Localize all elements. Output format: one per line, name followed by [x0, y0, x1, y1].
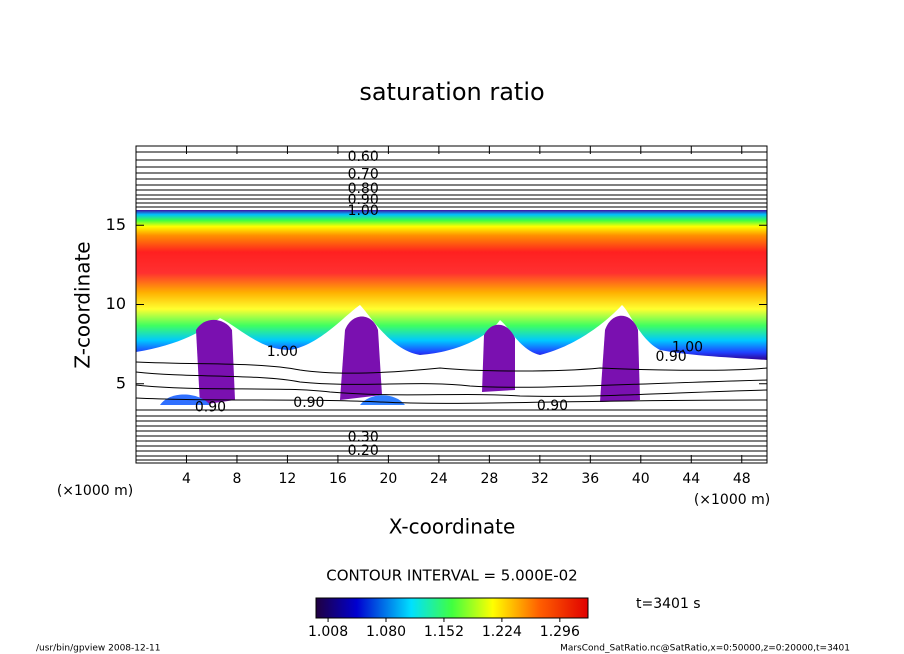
- contour-label: 0.70: [348, 167, 379, 183]
- chart-title: saturation ratio: [359, 78, 544, 106]
- x-tick-label: 44: [682, 471, 700, 487]
- footer-right: MarsCond_SatRatio.nc@SatRatio,x=0:50000,…: [560, 644, 850, 654]
- contour-label: 1.00: [348, 203, 379, 219]
- field: [136, 151, 767, 461]
- colorbar-tick-label: 1.152: [424, 624, 464, 640]
- contour-label: 0.60: [348, 149, 379, 165]
- x-tick-label: 40: [632, 471, 650, 487]
- footer-left: /usr/bin/gpview 2008-12-11: [36, 644, 160, 654]
- y-tick-label: 10: [106, 294, 126, 313]
- x-unit: (×1000 m): [694, 492, 770, 508]
- y-tick-label: 5: [116, 373, 126, 392]
- colorbar: [315, 597, 589, 619]
- x-tick-label: 4: [182, 471, 191, 487]
- y-unit: (×1000 m): [57, 483, 133, 499]
- contour-label: 0.90: [656, 349, 687, 365]
- colorbar-tick-label: 1.224: [482, 624, 522, 640]
- x-tick-label: 8: [232, 471, 241, 487]
- contour-label: 0.20: [348, 443, 379, 459]
- contour-label: 0.90: [293, 395, 324, 411]
- contour-label: 0.90: [537, 398, 568, 414]
- x-axis-label: X-coordinate: [389, 515, 516, 539]
- colorbar-tick-label: 1.008: [308, 624, 348, 640]
- x-tick-label: 16: [329, 471, 347, 487]
- contour-label: 0.90: [348, 192, 379, 208]
- x-tick-label: 36: [581, 471, 599, 487]
- x-tick-label: 20: [379, 471, 397, 487]
- x-tick-label: 12: [279, 471, 297, 487]
- contour-label: 0.30: [348, 430, 379, 446]
- x-tick-label: 24: [430, 471, 448, 487]
- contour-interval: CONTOUR INTERVAL = 5.000E-02: [326, 567, 577, 585]
- colorbar-tick-label: 1.296: [540, 624, 580, 640]
- contour-label: 1.00: [267, 344, 298, 360]
- contour-label: 0.90: [195, 400, 226, 416]
- contour-label: 0.80: [348, 181, 379, 197]
- y-tick-label: 15: [106, 215, 126, 234]
- x-tick-label: 32: [531, 471, 549, 487]
- time-label: t=3401 s: [636, 596, 701, 612]
- y-axis-label: Z-coordinate: [71, 241, 95, 368]
- x-tick-label: 28: [480, 471, 498, 487]
- contour-label: 1.00: [672, 339, 703, 355]
- colorbar-tick-label: 1.080: [366, 624, 406, 640]
- x-tick-label: 48: [733, 471, 751, 487]
